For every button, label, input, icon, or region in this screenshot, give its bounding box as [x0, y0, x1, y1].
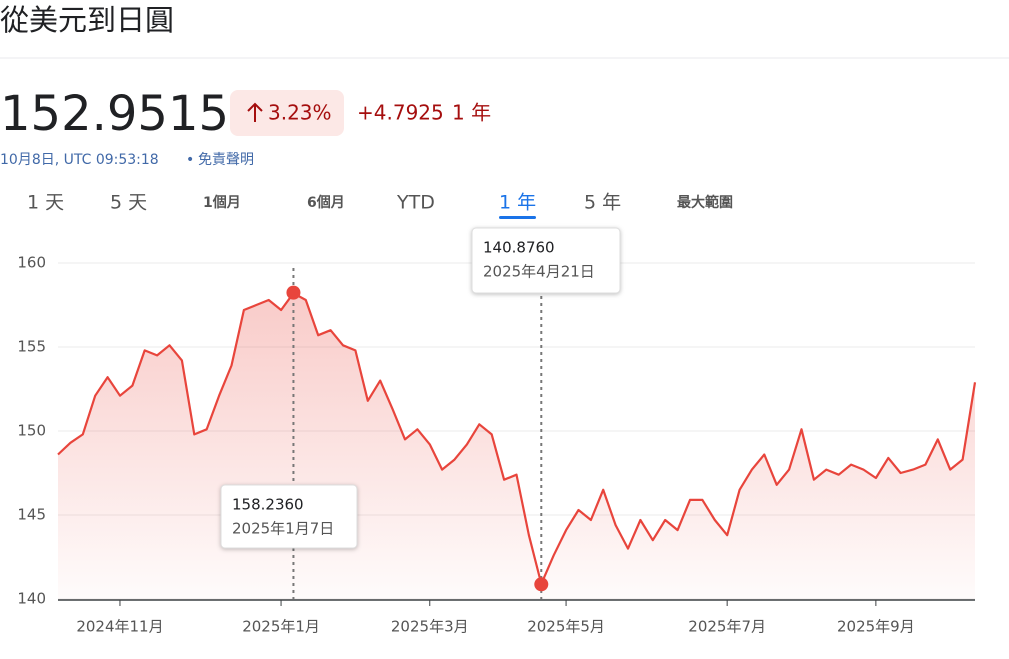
x-tick-label: 2025年9月 [837, 618, 915, 636]
tooltip-value: 158.2360 [232, 496, 304, 514]
tabs: 1 天 5 天 1個月 6個月 YTD 1 年 5 年 最大範圍 [27, 192, 733, 219]
x-tick-label: 2025年3月 [391, 618, 469, 636]
timestamp: 10月8日, UTC 09:53:18 [0, 152, 159, 168]
change-badge [230, 90, 344, 136]
tooltip-value: 140.8760 [483, 239, 555, 257]
x-tick-label: 2025年1月 [242, 618, 320, 636]
x-tick-label: 2024年11月 [76, 618, 163, 636]
tab[interactable]: 1 年 [499, 192, 536, 214]
tab[interactable]: 1個月 [203, 194, 241, 211]
up-arrow [247, 102, 263, 122]
tooltip [471, 227, 621, 294]
y-tick-label: 140 [17, 590, 46, 608]
tab-underline [499, 216, 536, 219]
title: 從美元到日圓 [0, 3, 174, 37]
disclaimer-link[interactable]: 免責聲明 [198, 151, 254, 168]
line [57, 292, 977, 585]
area [58, 293, 975, 599]
separator: • [186, 152, 194, 168]
x-tick-label: 2025年7月 [688, 618, 766, 636]
tab[interactable]: 最大範圍 [677, 194, 733, 211]
x-tick-label: 2025年5月 [527, 618, 605, 636]
tooltip-date: 2025年1月7日 [232, 520, 334, 538]
chart: 140 145 150 155 160 2024年11月 2025年1月 2025年3月 202… [17, 227, 977, 636]
marker-dot [286, 285, 301, 300]
change-percent: 3.23% [268, 101, 332, 125]
tab[interactable]: 1 天 [27, 192, 64, 214]
tooltip [220, 484, 358, 549]
tab[interactable]: 5 年 [584, 192, 621, 214]
y-tick-label: 145 [17, 506, 46, 524]
tab[interactable]: 5 天 [110, 192, 147, 214]
y-tick-label: 160 [17, 254, 46, 272]
change: +4.7925 [357, 101, 444, 125]
price: 152.9515 [0, 86, 229, 142]
y-tick-label: 155 [17, 338, 46, 356]
y-tick-label: 150 [17, 422, 46, 440]
marker-dot [534, 577, 549, 592]
change-period: 1 年 [452, 101, 491, 125]
tab[interactable]: YTD [396, 192, 435, 214]
tab[interactable]: 6個月 [307, 194, 345, 211]
tooltip-date: 2025年4月21日 [483, 263, 595, 281]
